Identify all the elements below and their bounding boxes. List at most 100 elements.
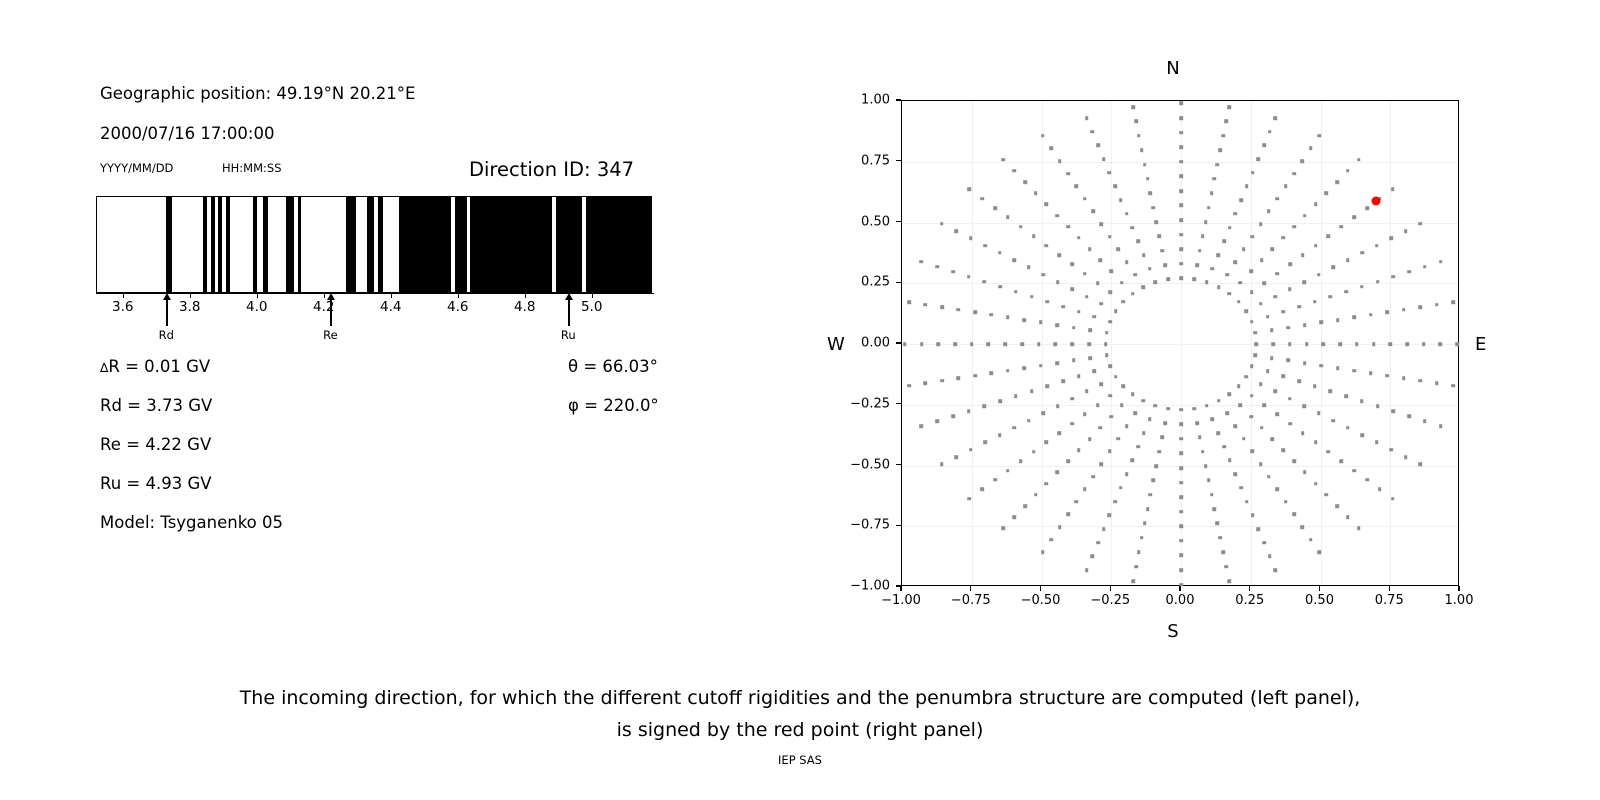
direction-dot bbox=[1216, 253, 1220, 257]
direction-dot bbox=[1133, 272, 1137, 277]
direction-dot bbox=[1244, 309, 1249, 313]
direction-dot bbox=[1121, 300, 1126, 304]
direction-dot bbox=[1275, 487, 1280, 491]
x-axis-tick bbox=[900, 586, 902, 591]
direction-dot bbox=[1195, 421, 1199, 425]
direction-dot bbox=[1124, 424, 1129, 428]
direction-dot bbox=[919, 259, 924, 264]
x-axis-tick bbox=[970, 586, 972, 591]
penumbra-forbidden-band bbox=[210, 197, 215, 292]
direction-dot bbox=[1377, 487, 1382, 492]
direction-dot bbox=[1418, 305, 1422, 310]
direction-dot bbox=[1302, 404, 1307, 408]
direction-dot bbox=[1107, 170, 1112, 175]
direction-dot bbox=[1204, 403, 1209, 408]
y-axis-tick-label: 0.00 bbox=[861, 335, 890, 351]
direction-dot bbox=[1026, 418, 1031, 423]
direction-dot bbox=[1292, 512, 1296, 517]
direction-dot bbox=[1023, 180, 1027, 184]
arrow-up-icon bbox=[564, 293, 573, 300]
arrow-up-icon bbox=[326, 293, 335, 300]
direction-dot bbox=[1192, 277, 1196, 282]
direction-dot bbox=[1218, 536, 1223, 540]
direction-dot bbox=[1308, 537, 1313, 542]
direction-dot bbox=[1233, 424, 1238, 428]
direction-dot bbox=[998, 399, 1002, 404]
direction-dot bbox=[923, 302, 928, 307]
direction-dot bbox=[1090, 129, 1095, 134]
direction-dot bbox=[1423, 419, 1427, 424]
direction-dot bbox=[1201, 449, 1205, 454]
gridline-vertical bbox=[1181, 101, 1182, 585]
delta-symbol: ∆ bbox=[100, 360, 109, 375]
direction-dot bbox=[1022, 366, 1027, 370]
direction-dot bbox=[1018, 225, 1023, 229]
geographic-position-label: Geographic position: 49.19°N 20.21°E bbox=[100, 84, 416, 103]
direction-dot bbox=[1082, 487, 1087, 491]
direction-dot bbox=[1265, 369, 1270, 374]
direction-dot bbox=[1375, 279, 1380, 284]
direction-dot bbox=[1108, 290, 1113, 295]
direction-dot bbox=[1033, 191, 1038, 196]
direction-dot bbox=[1141, 399, 1146, 403]
y-axis-tick bbox=[896, 281, 901, 283]
direction-dot bbox=[980, 196, 985, 201]
direction-dot bbox=[1201, 234, 1205, 239]
direction-dot bbox=[1224, 119, 1228, 124]
direction-dot bbox=[1088, 328, 1093, 332]
direction-dot bbox=[1045, 384, 1050, 389]
selected-direction-marker[interactable] bbox=[1371, 196, 1381, 206]
direction-dot bbox=[1227, 105, 1231, 109]
direction-dot bbox=[1304, 342, 1309, 346]
direction-dot bbox=[1033, 492, 1038, 497]
direction-dot bbox=[1421, 342, 1426, 346]
param-Rd: Rd = 3.73 GV bbox=[100, 396, 213, 415]
y-axis-tick-label: 0.25 bbox=[861, 274, 890, 290]
direction-dot bbox=[940, 378, 944, 383]
direction-dot bbox=[1250, 449, 1254, 454]
param-Ru: Ru = 4.93 GV bbox=[100, 474, 212, 493]
direction-dot bbox=[1160, 248, 1164, 253]
direction-dot bbox=[1203, 220, 1208, 224]
direction-dot bbox=[968, 447, 973, 452]
direction-dot bbox=[1179, 232, 1183, 237]
direction-dot bbox=[1116, 247, 1121, 252]
sky-map-plot-area bbox=[901, 100, 1459, 587]
direction-dot bbox=[1057, 159, 1062, 163]
axis-tick-label: 4.2 bbox=[313, 299, 335, 315]
axis-tick-label: 3.6 bbox=[112, 299, 134, 315]
direction-dot bbox=[1227, 392, 1232, 397]
direction-dot bbox=[1418, 462, 1422, 467]
direction-dot bbox=[1179, 262, 1183, 266]
direction-dot bbox=[1324, 191, 1329, 196]
x-axis-tick-label: 0.00 bbox=[1165, 593, 1195, 608]
direction-dot bbox=[1108, 364, 1112, 369]
direction-dot bbox=[1275, 196, 1280, 201]
direction-dot bbox=[1103, 342, 1108, 346]
axis-tick bbox=[457, 293, 460, 298]
axis-tick bbox=[189, 293, 192, 298]
direction-dot bbox=[1049, 146, 1054, 151]
penumbra-forbidden-band bbox=[263, 197, 269, 292]
direction-dot bbox=[1153, 280, 1158, 285]
direction-dot bbox=[997, 433, 1002, 437]
direction-dot bbox=[1313, 243, 1318, 248]
direction-dot bbox=[1203, 464, 1208, 468]
direction-dot bbox=[1198, 248, 1202, 253]
direction-dot bbox=[1179, 553, 1183, 558]
direction-dot bbox=[1227, 291, 1232, 296]
axis-tick-label: 4.8 bbox=[513, 299, 536, 315]
direction-dot bbox=[1142, 162, 1147, 167]
y-axis-tick bbox=[896, 220, 901, 223]
caption: The incoming direction, for which the di… bbox=[0, 682, 1600, 746]
direction-dot bbox=[923, 381, 928, 386]
direction-dot bbox=[989, 313, 994, 317]
direction-dot bbox=[1345, 515, 1350, 519]
direction-dot bbox=[1130, 291, 1135, 296]
direction-dot bbox=[1403, 455, 1408, 459]
direction-dot bbox=[1124, 472, 1129, 476]
direction-dot bbox=[1267, 209, 1271, 214]
axis-tick bbox=[122, 293, 125, 298]
direction-dot bbox=[1096, 143, 1100, 148]
direction-dot bbox=[1041, 133, 1045, 138]
